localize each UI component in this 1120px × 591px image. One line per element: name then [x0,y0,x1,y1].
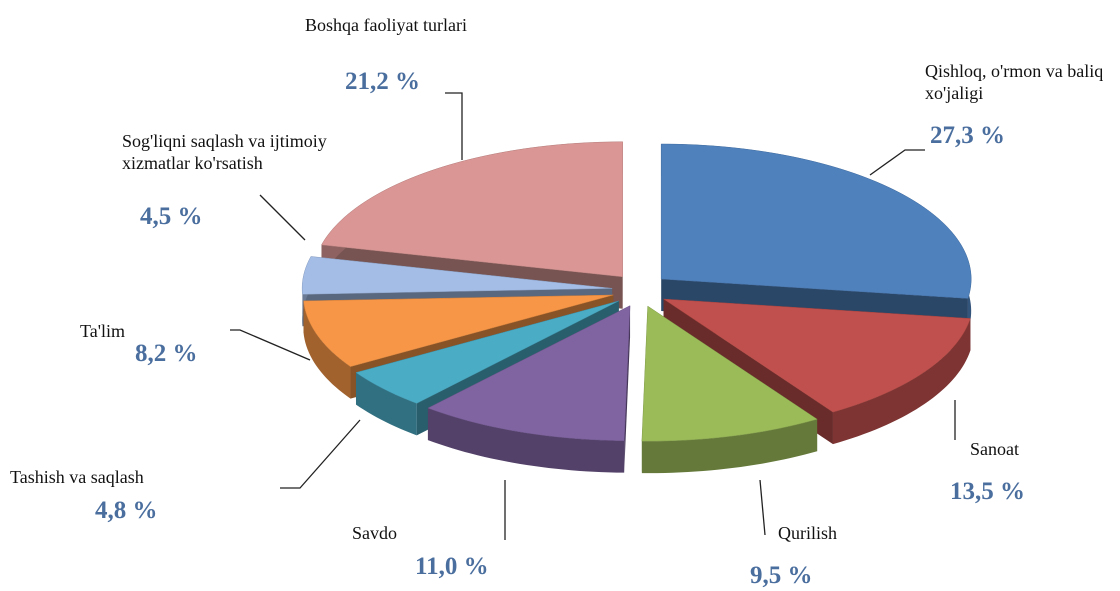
slice-top [660,143,972,299]
slice-side [303,300,351,399]
leader-line [759,479,766,536]
value-label: 11,0 % [415,553,489,580]
category-label: Qurilish [778,523,838,543]
slice-side [427,408,625,473]
leader-line [445,92,463,160]
category-label: Boshqa faoliyat turlari [305,15,467,35]
slice-top [303,294,614,367]
slice-top [301,256,613,295]
value-label: 9,5 % [750,562,813,589]
slice-side [641,419,818,474]
slice-side [355,372,417,436]
value-label: 27,3 % [930,122,1005,149]
category-label: Savdo [352,523,397,543]
slice-top [641,305,818,442]
category-label: Sanoat [970,439,1019,459]
slice-top [662,298,971,413]
slice-side [832,318,971,445]
slice-top [355,300,619,404]
slice-top [321,141,623,278]
value-label: 4,5 % [140,203,203,230]
slice [427,305,631,473]
slice-top [427,305,631,441]
category-label: Ta'lim [80,321,125,341]
category-label: Qishloq, o'rmon va baliq xo'jaligi [925,61,1104,103]
value-label: 21,2 % [345,68,420,95]
value-label: 13,5 % [950,478,1025,505]
category-label: Sog'liqni saqlash va ijtimoiy xizmatlar … [122,131,327,173]
category-label: Tashish va saqlash [10,467,144,487]
leader-line [230,329,311,361]
value-label: 8,2 % [135,340,198,367]
value-label: 4,8 % [95,497,158,524]
slice [641,305,818,474]
leader-line [280,419,361,489]
leader-line [869,149,925,176]
leader-line [259,194,306,241]
slice-wall [624,305,631,473]
